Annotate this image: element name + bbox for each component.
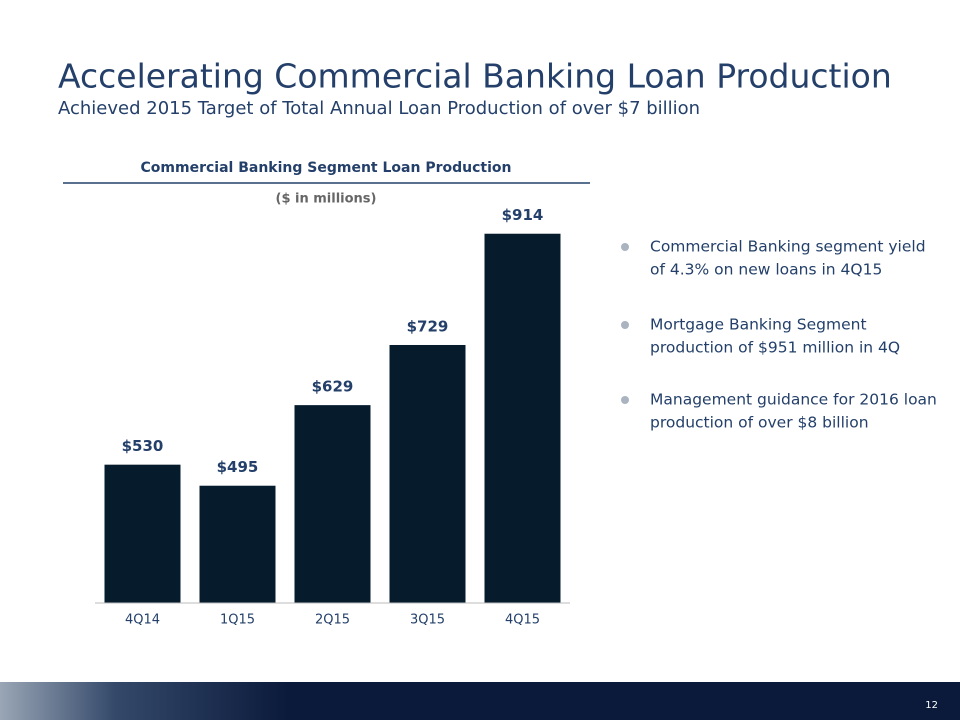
footer-bar [0, 682, 960, 720]
x-tick-label: 3Q15 [410, 613, 445, 628]
chart-title: Commercial Banking Segment Loan Producti… [141, 160, 512, 176]
bar [484, 233, 561, 604]
slide-title: Accelerating Commercial Banking Loan Pro… [58, 57, 892, 96]
bar [199, 485, 276, 603]
x-tick-label: 4Q15 [505, 613, 540, 628]
value-label: $629 [312, 378, 354, 396]
chart-subtitle: ($ in millions) [276, 192, 377, 207]
bar [104, 464, 181, 603]
x-tick-label: 4Q14 [125, 613, 160, 628]
bullet-dot [621, 243, 629, 251]
bullet-text: production of $951 million in 4Q [650, 339, 900, 357]
slide-subtitle: Achieved 2015 Target of Total Annual Loa… [58, 98, 700, 119]
bar [389, 344, 466, 603]
bullet-text: Management guidance for 2016 loan [650, 391, 937, 409]
value-label: $729 [407, 317, 449, 335]
bullet-dot [621, 396, 629, 404]
bullet-text: production of over $8 billion [650, 414, 869, 432]
bullet-text: Mortgage Banking Segment [650, 316, 867, 334]
bullet-dot [621, 321, 629, 329]
value-label: $495 [217, 458, 259, 476]
bullet-text: Commercial Banking segment yield [650, 238, 926, 256]
bar [294, 405, 371, 603]
bullet-text: of 4.3% on new loans in 4Q15 [650, 261, 882, 279]
value-label: $530 [122, 437, 164, 455]
value-label: $914 [502, 206, 544, 224]
x-tick-label: 1Q15 [220, 613, 255, 628]
x-tick-label: 2Q15 [315, 613, 350, 628]
page-number: 12 [925, 700, 938, 711]
